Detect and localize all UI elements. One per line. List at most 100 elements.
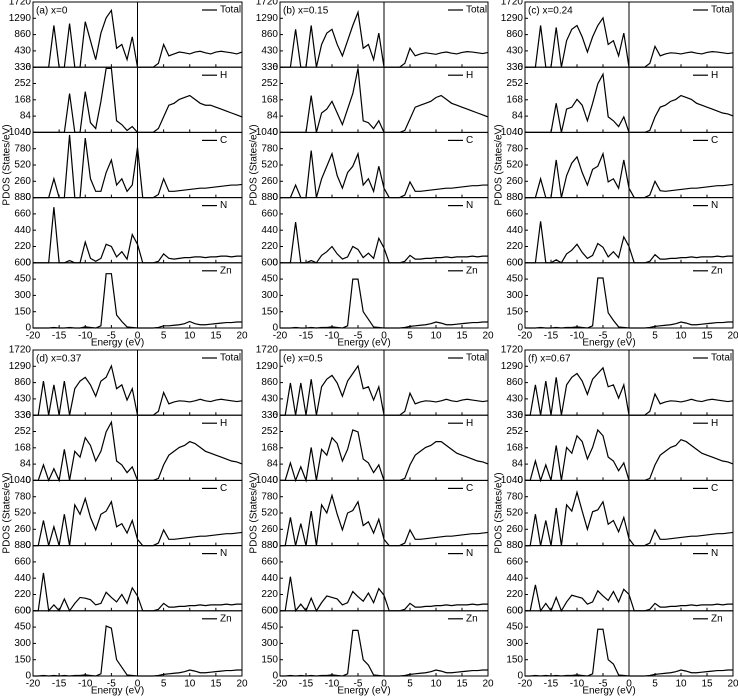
x-tick-label: -5: [107, 679, 116, 690]
y-tick-label: 430: [14, 46, 31, 57]
y-tick-label: 430: [506, 394, 523, 405]
y-tick-label: 1720: [9, 345, 32, 356]
y-tick-label: 220: [506, 589, 523, 600]
y-tick-label: 600: [506, 605, 523, 616]
y-tick-label: 1040: [256, 475, 279, 486]
y-tick-label: 0: [517, 605, 523, 616]
y-tick-label: 168: [261, 442, 278, 453]
y-tick-label: 0: [272, 475, 278, 486]
y-tick-label: 660: [506, 209, 523, 220]
y-tick-label: 0: [517, 540, 523, 551]
y-tick-label: 168: [506, 442, 523, 453]
y-tick-label: 336: [14, 62, 31, 73]
y-tick-label: 260: [506, 524, 523, 535]
y-tick-label: 220: [261, 589, 278, 600]
pdos-line: [33, 134, 243, 199]
pdos-line: [525, 628, 733, 677]
y-tick-label: 440: [506, 573, 523, 584]
legend-label: Zn: [711, 613, 723, 624]
x-tick-label: -5: [354, 331, 363, 342]
y-tick-label: 0: [25, 127, 31, 138]
y-tick-label: 260: [261, 176, 278, 187]
legend-label: H: [220, 70, 227, 81]
y-tick-label: 880: [506, 192, 523, 203]
x-tick-label: -20: [273, 331, 288, 342]
legend-label: C: [220, 135, 227, 146]
y-tick-label: 1290: [501, 13, 524, 24]
legend-label: C: [466, 135, 473, 146]
legend-label: H: [711, 70, 718, 81]
y-tick-label: 260: [261, 524, 278, 535]
x-axis-label: Energy (eV): [91, 338, 144, 349]
y-tick-label: 168: [14, 442, 31, 453]
y-tick-label: 780: [261, 491, 278, 502]
y-tick-label: 252: [506, 426, 523, 437]
panel: 043086012901720Total084168252336H0260520…: [2, 0, 248, 349]
y-tick-label: 520: [506, 508, 523, 519]
legend-label: Total: [711, 353, 732, 364]
legend-label: N: [466, 200, 473, 211]
y-tick-label: 450: [14, 274, 31, 285]
y-tick-label: 450: [261, 622, 278, 633]
y-tick-label: 150: [261, 306, 278, 317]
x-axis-label: Energy (eV): [91, 686, 144, 696]
x-tick-label: 10: [430, 331, 442, 342]
y-tick-label: 780: [14, 143, 31, 154]
y-tick-label: 440: [14, 225, 31, 236]
y-tick-label: 0: [25, 605, 31, 616]
legend-label: N: [711, 548, 718, 559]
y-tick-label: 860: [14, 377, 31, 388]
legend-label: Total: [220, 353, 241, 364]
x-tick-label: 5: [652, 331, 658, 342]
y-tick-label: 168: [506, 94, 523, 105]
legend-label: C: [711, 483, 718, 494]
y-tick-label: 520: [261, 508, 278, 519]
legend-label: N: [220, 200, 227, 211]
pdos-line: [33, 625, 242, 677]
pdos-line: [525, 490, 734, 547]
x-tick-label: -10: [325, 331, 340, 342]
y-tick-label: 660: [261, 209, 278, 220]
x-tick-label: 0: [381, 679, 387, 690]
x-tick-label: -15: [544, 331, 559, 342]
x-tick-label: -20: [518, 331, 533, 342]
y-tick-label: 430: [261, 394, 278, 405]
x-tick-label: 20: [727, 331, 738, 342]
y-tick-label: 0: [272, 127, 278, 138]
y-tick-label: 520: [506, 160, 523, 171]
x-tick-label: -20: [26, 331, 41, 342]
pdos-line: [280, 221, 488, 264]
y-axis-label: PDOS (States/eV): [249, 124, 260, 205]
y-tick-label: 450: [506, 274, 523, 285]
y-tick-label: 0: [25, 475, 31, 486]
y-tick-label: 520: [14, 508, 31, 519]
legend-label: H: [220, 418, 227, 429]
y-tick-label: 430: [261, 46, 278, 57]
x-tick-label: -10: [78, 331, 93, 342]
pdos-line: [280, 576, 488, 613]
y-tick-label: 520: [14, 160, 31, 171]
y-tick-label: 860: [14, 29, 31, 40]
pdos-line: [33, 572, 242, 613]
y-tick-label: 450: [14, 622, 31, 633]
y-tick-label: 300: [506, 638, 523, 649]
y-tick-label: 0: [517, 671, 523, 682]
y-tick-label: 0: [272, 192, 278, 203]
y-tick-label: 0: [25, 257, 31, 268]
y-tick-label: 660: [14, 557, 31, 568]
y-tick-label: 0: [517, 410, 523, 421]
y-tick-label: 1040: [501, 475, 524, 486]
y-tick-label: 0: [272, 605, 278, 616]
y-tick-label: 220: [506, 241, 523, 252]
y-tick-label: 336: [261, 410, 278, 421]
y-tick-label: 660: [506, 557, 523, 568]
x-tick-label: -15: [52, 331, 67, 342]
pdos-line: [33, 273, 242, 329]
x-tick-label: 20: [482, 331, 494, 342]
pdos-line: [280, 278, 488, 329]
pdos-line: [525, 151, 734, 199]
y-tick-label: 600: [261, 605, 278, 616]
y-tick-label: 660: [14, 209, 31, 220]
y-tick-label: 150: [14, 306, 31, 317]
x-tick-label: 0: [135, 679, 141, 690]
